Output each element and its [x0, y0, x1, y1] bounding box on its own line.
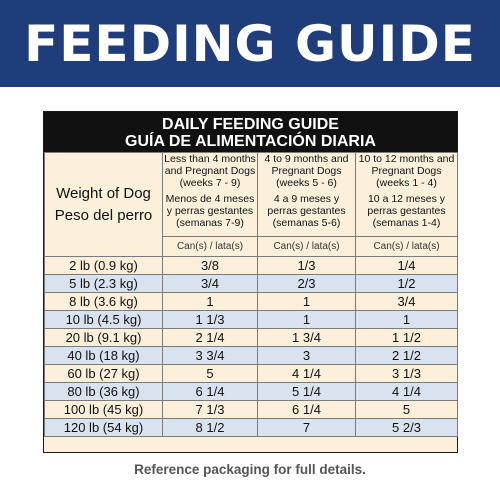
amount-cell: 3/4	[162, 274, 258, 293]
weight-cell: 120 lb (54 kg)	[44, 418, 163, 437]
amount-cell: 2 1/2	[355, 346, 458, 365]
amount-cell: 1	[257, 310, 356, 329]
amount-cell: 5 2/3	[355, 418, 458, 437]
weight-cell: 2 lb (0.9 kg)	[44, 256, 163, 275]
amount-cell: 4 1/4	[355, 382, 458, 401]
weight-header-en: Weight of Dog	[56, 184, 151, 202]
amount-cell: 5 1/4	[257, 382, 356, 401]
unit-label: Can(s) / lata(s)	[257, 236, 356, 257]
amount-cell: 1/3	[257, 256, 356, 275]
banner-title: FEEDING GUIDE	[24, 14, 476, 73]
footnote: Reference packaging for full details.	[134, 462, 366, 477]
weight-cell: 8 lb (3.6 kg)	[44, 292, 163, 311]
unit-label: Can(s) / lata(s)	[162, 236, 258, 257]
age-header-en: 10 to 12 months and Pregnant Dogs (weeks…	[358, 153, 455, 190]
amount-cell: 5	[355, 400, 458, 419]
age-header-2: 10 to 12 months and Pregnant Dogs (weeks…	[355, 152, 458, 237]
unit-label: Can(s) / lata(s)	[355, 236, 458, 257]
amount-cell: 3	[257, 346, 356, 365]
weight-cell: 5 lb (2.3 kg)	[44, 274, 163, 293]
weight-cell: 10 lb (4.5 kg)	[44, 310, 163, 329]
table-row: 5 lb (2.3 kg) 3/4 2/3 1/2	[44, 274, 458, 293]
table-row: 60 lb (27 kg) 5 4 1/4 3 1/3	[44, 364, 458, 383]
amount-cell: 1	[257, 292, 356, 311]
table-row: 10 lb (4.5 kg) 1 1/3 1 1	[44, 310, 458, 329]
age-header-en: Less than 4 months and Pregnant Dogs (we…	[164, 153, 256, 190]
amount-cell: 7	[257, 418, 356, 437]
age-header-en: 4 to 9 months and Pregnant Dogs (weeks 5…	[264, 153, 349, 190]
banner: FEEDING GUIDE	[0, 0, 500, 87]
amount-cell: 2 1/4	[162, 328, 258, 347]
weight-cell: 80 lb (36 kg)	[44, 382, 163, 401]
amount-cell: 1 1/2	[355, 328, 458, 347]
age-header-es: 4 a 9 meses y perras gestantes (semanas …	[267, 193, 346, 229]
amount-cell: 1	[355, 310, 458, 329]
age-header-es: 10 a 12 meses y perras gestantes (semana…	[367, 193, 446, 229]
amount-cell: 1/4	[355, 256, 458, 275]
amount-cell: 7 1/3	[162, 400, 258, 419]
guide-title-es: GUÍA DE ALIMENTACIÓN DIARIA	[125, 133, 376, 150]
amount-cell: 8 1/2	[162, 418, 258, 437]
weight-cell: 60 lb (27 kg)	[44, 364, 163, 383]
weight-header-es: Peso del perro	[54, 206, 153, 224]
table-row: 8 lb (3.6 kg) 1 1 3/4	[44, 292, 458, 311]
amount-cell: 4 1/4	[257, 364, 356, 383]
amount-cell: 1	[162, 292, 258, 311]
guide-title-en: DAILY FEEDING GUIDE	[162, 116, 339, 133]
table-row: 2 lb (0.9 kg) 3/8 1/3 1/4	[44, 256, 458, 275]
weight-cell: 100 lb (45 kg)	[44, 400, 163, 419]
weight-header: Weight of Dog Peso del perro	[44, 152, 163, 257]
weight-cell: 20 lb (9.1 kg)	[44, 328, 163, 347]
amount-cell: 3 3/4	[162, 346, 258, 365]
feeding-table: Weight of Dog Peso del perro Less than 4…	[44, 152, 458, 437]
amount-cell: 6 1/4	[257, 400, 356, 419]
table-row: 100 lb (45 kg) 7 1/3 6 1/4 5	[44, 400, 458, 419]
amount-cell: 3/8	[162, 256, 258, 275]
amount-cell: 1/2	[355, 274, 458, 293]
feeding-guide-table: DAILY FEEDING GUIDE GUÍA DE ALIMENTACIÓN…	[43, 111, 458, 453]
amount-cell: 3 1/3	[355, 364, 458, 383]
table-row: 120 lb (54 kg) 8 1/2 7 5 2/3	[44, 418, 458, 437]
amount-cell: 1 3/4	[257, 328, 356, 347]
guide-heading: DAILY FEEDING GUIDE GUÍA DE ALIMENTACIÓN…	[44, 112, 457, 152]
amount-cell: 5	[162, 364, 258, 383]
amount-cell: 1 1/3	[162, 310, 258, 329]
age-header-es: Menos de 4 meses y perras gestantes (sem…	[165, 193, 255, 229]
amount-cell: 6 1/4	[162, 382, 258, 401]
amount-cell: 2/3	[257, 274, 356, 293]
table-row: 40 lb (18 kg) 3 3/4 3 2 1/2	[44, 346, 458, 365]
age-header-0: Less than 4 months and Pregnant Dogs (we…	[162, 152, 258, 237]
weight-cell: 40 lb (18 kg)	[44, 346, 163, 365]
amount-cell: 3/4	[355, 292, 458, 311]
table-row: 80 lb (36 kg) 6 1/4 5 1/4 4 1/4	[44, 382, 458, 401]
table-row: 20 lb (9.1 kg) 2 1/4 1 3/4 1 1/2	[44, 328, 458, 347]
age-header-1: 4 to 9 months and Pregnant Dogs (weeks 5…	[257, 152, 356, 237]
